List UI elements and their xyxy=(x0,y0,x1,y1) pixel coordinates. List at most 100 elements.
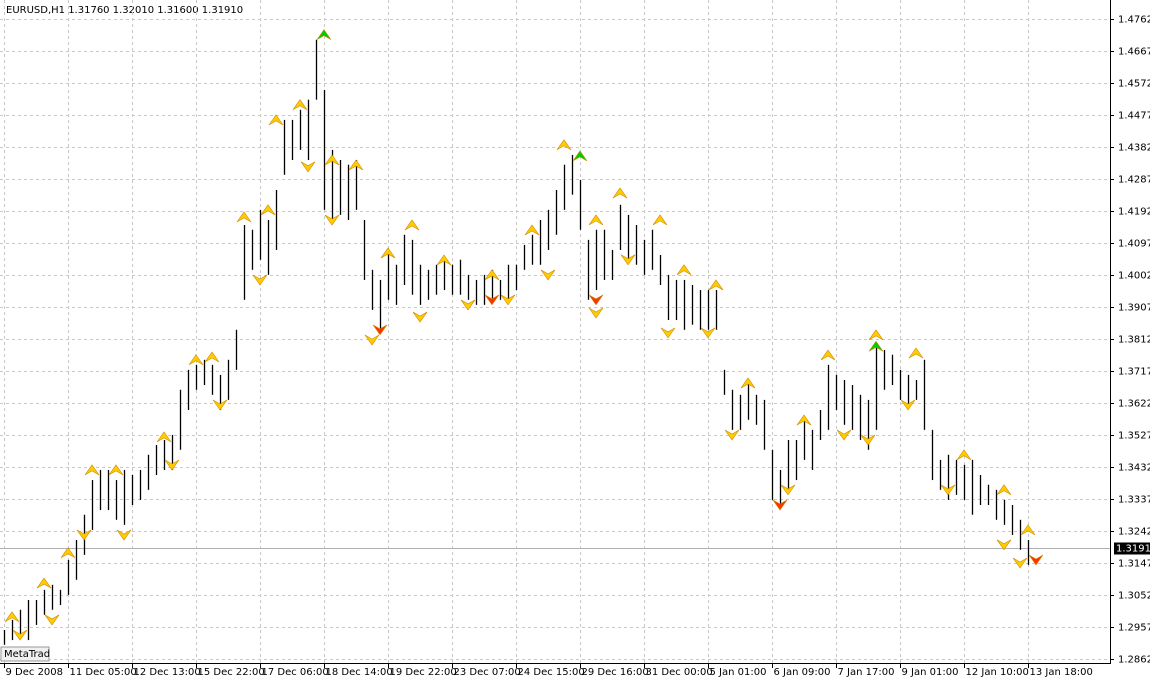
y-tick-label: 1.41920 xyxy=(1118,207,1150,218)
signal-arrow xyxy=(940,484,956,496)
y-tick-label: 1.34320 xyxy=(1118,463,1150,474)
signal-arrow xyxy=(996,539,1012,551)
signal-arrow xyxy=(12,629,28,641)
signal-arrow xyxy=(572,150,588,162)
y-tick-label: 1.29570 xyxy=(1118,623,1150,634)
x-tick-label: 9 Dec 2008 xyxy=(6,667,64,678)
x-tick-label: 6 Jan 09:00 xyxy=(774,667,831,678)
x-tick-label: 12 Dec 13:00 xyxy=(134,667,201,678)
x-tick-label: 9 Jan 01:00 xyxy=(902,667,959,678)
signal-arrow xyxy=(460,299,476,311)
signal-arrow xyxy=(324,214,340,226)
y-tick-label: 1.42870 xyxy=(1118,175,1150,186)
signal-arrow xyxy=(868,329,884,341)
y-tick-label: 1.40970 xyxy=(1118,239,1150,250)
signal-arrow xyxy=(268,114,284,126)
signal-arrow xyxy=(900,399,916,411)
grid xyxy=(0,0,1110,663)
signal-arrow xyxy=(956,449,972,461)
y-tick-label: 1.37170 xyxy=(1118,367,1150,378)
signal-arrow xyxy=(372,324,388,336)
signal-arrow xyxy=(36,577,52,589)
signal-arrow xyxy=(1012,557,1028,569)
y-tick-label: 1.39070 xyxy=(1118,303,1150,314)
signal-arrow xyxy=(836,429,852,441)
signal-arrow xyxy=(860,434,876,446)
signal-arrow xyxy=(588,307,604,319)
signal-arrow xyxy=(84,464,100,476)
signal-arrow xyxy=(620,254,636,266)
signal-arrow xyxy=(652,214,668,226)
y-tick-label: 1.46670 xyxy=(1118,47,1150,58)
y-tick-label: 1.30520 xyxy=(1118,591,1150,602)
y-tick-label: 1.28620 xyxy=(1118,655,1150,666)
signal-arrow xyxy=(436,254,452,266)
signal-arrow xyxy=(908,347,924,359)
signal-arrow xyxy=(612,187,628,199)
signal-arrow xyxy=(996,484,1012,496)
y-tick-label: 1.35270 xyxy=(1118,431,1150,442)
x-tick-label: 17 Dec 06:00 xyxy=(262,667,329,678)
signal-arrow xyxy=(212,399,228,411)
signal-arrow xyxy=(204,351,220,363)
signal-arrow xyxy=(156,431,172,443)
signal-arrow xyxy=(868,340,884,352)
current-price-box xyxy=(1114,542,1150,555)
signal-arrow xyxy=(700,327,716,339)
x-tick-label: 15 Dec 22:00 xyxy=(198,667,265,678)
signal-arrow xyxy=(404,219,420,231)
y-tick-label: 1.44770 xyxy=(1118,111,1150,122)
signal-arrow xyxy=(324,154,340,166)
x-tick-label: 18 Dec 14:00 xyxy=(326,667,393,678)
signal-arrow xyxy=(364,334,380,346)
signal-arrow xyxy=(588,294,604,306)
signal-arrow xyxy=(708,279,724,291)
signal-arrow xyxy=(660,327,676,339)
signal-arrow xyxy=(164,459,180,471)
x-tick-label: 11 Dec 05:00 xyxy=(70,667,137,678)
signal-arrow xyxy=(412,311,428,323)
watermark-box xyxy=(0,646,50,662)
signal-arrow xyxy=(676,264,692,276)
signal-arrow xyxy=(380,247,396,259)
x-tick-label: 7 Jan 17:00 xyxy=(838,667,895,678)
signal-arrow xyxy=(588,214,604,226)
x-tick-label: 24 Dec 15:00 xyxy=(518,667,585,678)
y-tick-label: 1.32420 xyxy=(1118,527,1150,538)
x-tick-label: 19 Dec 22:00 xyxy=(390,667,457,678)
y-tick-label: 1.38120 xyxy=(1118,335,1150,346)
signal-arrow xyxy=(252,274,268,286)
y-tick-label: 1.40020 xyxy=(1118,271,1150,282)
signal-arrow xyxy=(300,161,316,173)
signal-arrow xyxy=(4,611,20,623)
x-tick-label: 31 Dec 00:00 xyxy=(646,667,713,678)
signal-arrow xyxy=(484,269,500,281)
current-price-label: 1.31910 xyxy=(1116,544,1150,555)
signal-arrow xyxy=(820,349,836,361)
signal-arrow xyxy=(108,464,124,476)
signal-arrow xyxy=(316,29,332,40)
y-tick-label: 1.36220 xyxy=(1118,399,1150,410)
signal-arrow xyxy=(116,529,132,541)
y-tick-label: 1.43820 xyxy=(1118,143,1150,154)
signal-arrow xyxy=(484,294,500,306)
signal-arrow xyxy=(796,414,812,426)
signal-arrow xyxy=(188,354,204,365)
y-tick-label: 1.47620 xyxy=(1118,15,1150,26)
signal-arrow xyxy=(540,269,556,281)
x-tick-label: 5 Jan 01:00 xyxy=(710,667,767,678)
signal-arrow xyxy=(292,99,308,110)
signal-arrow xyxy=(740,377,756,389)
signal-arrow xyxy=(76,529,92,541)
signal-arrow xyxy=(44,614,60,626)
x-tick-label: 29 Dec 16:00 xyxy=(582,667,649,678)
signal-arrow xyxy=(348,159,364,171)
signal-arrow xyxy=(772,499,788,511)
signal-arrow xyxy=(524,224,540,236)
signal-arrow xyxy=(500,294,516,306)
signal-arrow xyxy=(236,211,252,223)
x-tick-label: 13 Jan 18:00 xyxy=(1030,667,1093,678)
y-tick-label: 1.33370 xyxy=(1118,495,1150,506)
